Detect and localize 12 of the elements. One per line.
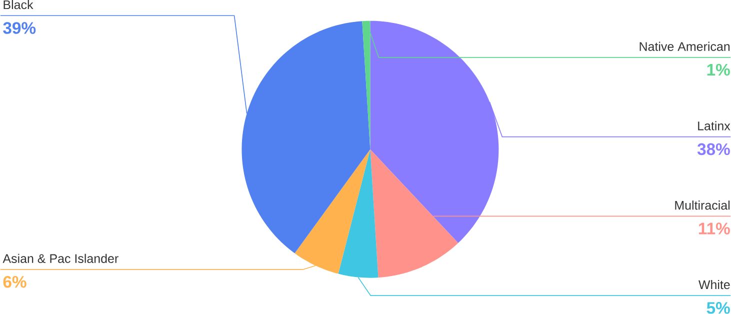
data-label: 38% xyxy=(697,143,730,156)
slice-label: Black xyxy=(4,0,34,10)
data-label: 11% xyxy=(699,222,730,234)
data-label: 39% xyxy=(3,22,36,34)
slice-label: Multiracial xyxy=(675,200,730,210)
slice-label: Asian & Pac Islander xyxy=(2,254,118,264)
slice-label: Latinx xyxy=(698,121,730,130)
slice-label: Native American xyxy=(640,42,730,52)
slice-label: White xyxy=(698,280,730,290)
data-label: 1% xyxy=(707,64,730,76)
data-label: 6% xyxy=(3,276,26,288)
data-label: 5% xyxy=(706,302,730,314)
